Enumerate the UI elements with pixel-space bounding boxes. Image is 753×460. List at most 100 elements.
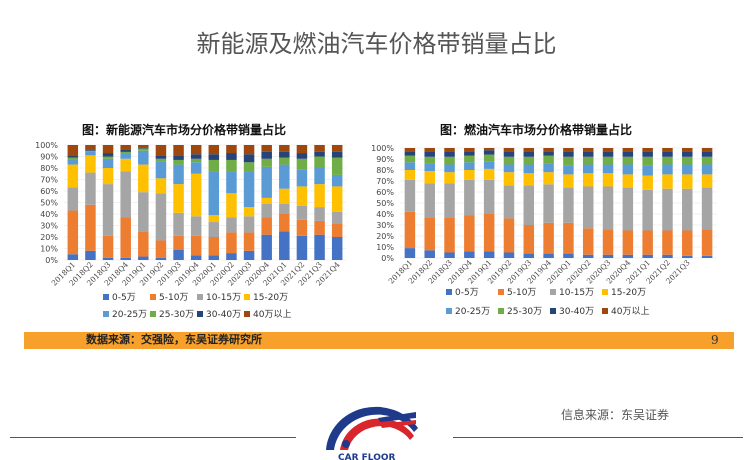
nev-bar-segment (243, 207, 255, 217)
nev-bar-segment (279, 164, 290, 189)
ice-legend-swatch (550, 289, 556, 295)
ice-legend-label: 5-10万 (507, 288, 536, 298)
nev-bar-segment (138, 164, 149, 193)
ice-bar-segment (424, 151, 435, 157)
ice-legend-label: 0-5万 (455, 288, 479, 298)
nev-y-tick-label: 50% (40, 199, 58, 208)
nev-bar-segment (120, 257, 131, 260)
ice-bar-segment (563, 222, 574, 254)
ice-bar-segment (523, 173, 535, 186)
nev-y-tick-label: 60% (40, 187, 58, 196)
ice-bar-segment (682, 148, 693, 152)
nev-legend-label: 15-20万 (253, 293, 288, 303)
nev-bar-segment (314, 220, 325, 235)
ice-bar-segment (642, 230, 653, 255)
ice-bar-segment (464, 170, 475, 180)
nev-bar-segment (120, 158, 131, 172)
ice-bar-segment (682, 174, 693, 189)
footer-divider-right (453, 437, 743, 438)
ice-bar-segment (543, 151, 554, 156)
ice-bar-segment (543, 155, 554, 164)
ice-y-tick-label: 20% (376, 232, 394, 241)
ice-bar-segment (444, 172, 455, 184)
nev-legend-swatch (244, 311, 250, 317)
ice-legend-swatch (446, 308, 452, 314)
ice-bar-segment (404, 179, 416, 212)
ice-bar-segment (582, 151, 594, 157)
nev-y-tick-label: 90% (40, 153, 58, 162)
nev-legend-swatch (103, 294, 109, 300)
nev-bar-segment (208, 215, 220, 223)
nev-bar-segment (67, 145, 79, 156)
nev-y-tick-label: 100% (35, 141, 58, 150)
ice-bar-segment (444, 156, 455, 165)
ice-legend-swatch (446, 289, 452, 295)
ice-bar-segment (404, 248, 416, 258)
ice-bar-segment (701, 164, 713, 175)
ice-bar-segment (543, 148, 554, 152)
ice-bar-segment (682, 164, 693, 175)
nev-bar-segment (296, 186, 308, 206)
ice-bar-segment (404, 148, 416, 152)
nev-bar-segment (67, 187, 79, 211)
ice-bar-segment (483, 214, 495, 252)
nev-bar-segment (67, 159, 79, 165)
nev-bar-segment (314, 207, 325, 221)
ice-bar-segment (582, 228, 594, 255)
ice-bar-segment (563, 165, 574, 175)
ice-bar-segment (563, 148, 574, 152)
ice-bar-segment (523, 156, 535, 165)
ice-bar-segment (602, 173, 614, 187)
nev-y-tick-label: 0% (45, 256, 58, 265)
ice-bar-segment (622, 230, 634, 255)
nev-y-tick-label: 70% (40, 176, 58, 185)
ice-legend-label: 10-15万 (559, 288, 594, 298)
ice-bar-segment (523, 148, 535, 152)
nev-bar-segment (173, 212, 184, 236)
nev-bar-segment (190, 158, 202, 163)
nev-bar-segment (173, 145, 184, 156)
ice-legend-swatch (550, 308, 556, 314)
ice-bar-segment (662, 230, 673, 255)
ice-bar-segment (503, 156, 515, 165)
ice-y-tick-label: 30% (376, 221, 394, 230)
nev-bar-segment (314, 151, 325, 157)
ice-bar-segment (543, 184, 554, 223)
ice-bar-segment (602, 254, 614, 258)
nev-legend-label: 5-10万 (159, 293, 188, 303)
ice-bar-segment (483, 161, 495, 169)
footer-divider-left (10, 437, 296, 438)
ice-bar-segment (483, 168, 495, 180)
ice-bar-segment (404, 151, 416, 156)
ice-bar-segment (464, 151, 475, 156)
ice-bar-segment (404, 211, 416, 249)
ice-legend-swatch (498, 289, 504, 295)
nev-bar-segment (85, 150, 96, 152)
ice-bar-segment (582, 186, 594, 229)
nev-legend-swatch (150, 311, 156, 317)
nev-bar-segment (138, 148, 149, 151)
nev-bar-segment (155, 240, 167, 258)
ice-bar-segment (642, 148, 653, 152)
ice-bar-segment (582, 148, 594, 152)
ice-bar-segment (622, 156, 634, 165)
ice-bar-segment (563, 151, 574, 157)
nev-bar-segment (173, 249, 184, 260)
nev-bar-segment (120, 171, 131, 218)
ice-bar-segment (424, 163, 435, 172)
nev-bar-segment (314, 145, 325, 152)
ice-bar-segment (602, 164, 614, 174)
nev-bar-segment (102, 184, 114, 236)
ice-bar-segment (662, 148, 673, 152)
nev-bar-segment (208, 171, 220, 216)
ice-bar-segment (622, 164, 634, 175)
nev-chart-title: 图：新能源汽车市场分价格带销量占比 (82, 123, 287, 137)
nev-bar-segment (85, 151, 96, 156)
ice-bar-segment (424, 148, 435, 152)
nev-bar-segment (261, 145, 272, 152)
nev-bar-segment (279, 203, 290, 214)
nev-bar-segment (85, 155, 96, 173)
ice-bar-segment (662, 164, 673, 175)
nev-bar-segment (226, 145, 237, 154)
nev-bar-segment (261, 151, 272, 159)
